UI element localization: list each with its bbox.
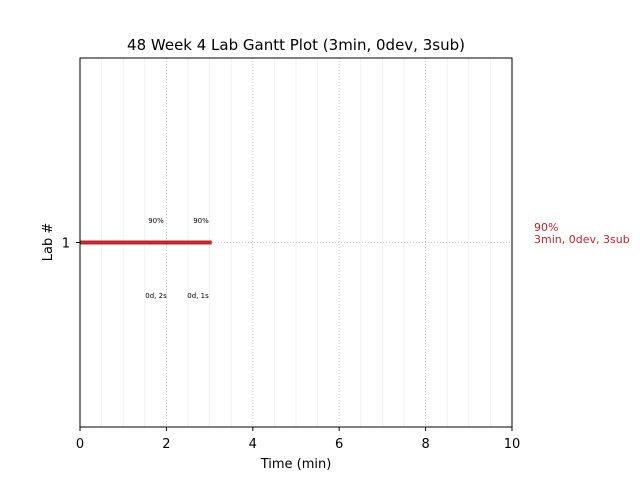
y-axis-label: Lab # bbox=[41, 223, 56, 262]
annotation: 90% bbox=[193, 217, 209, 225]
x-tick-label: 8 bbox=[421, 437, 429, 452]
gantt-bar bbox=[80, 240, 212, 245]
x-tick-label: 6 bbox=[335, 437, 343, 452]
annotation: 90% bbox=[148, 217, 164, 225]
side-label: 90% bbox=[534, 221, 558, 234]
x-tick-label: 0 bbox=[76, 437, 84, 452]
annotation: 0d, 1s bbox=[187, 292, 209, 300]
x-axis-label: Time (min) bbox=[260, 457, 332, 472]
plot-frame bbox=[79, 57, 513, 428]
annotation: 0d, 2s bbox=[145, 292, 167, 300]
x-tick-label: 2 bbox=[162, 437, 170, 452]
y-tick-label: 1 bbox=[62, 237, 70, 252]
chart-title: 48 Week 4 Lab Gantt Plot (3min, 0dev, 3s… bbox=[127, 36, 465, 54]
side-label: 3min, 0dev, 3sub bbox=[534, 233, 630, 246]
x-tick-label: 10 bbox=[504, 437, 521, 452]
x-tick-label: 4 bbox=[249, 437, 257, 452]
